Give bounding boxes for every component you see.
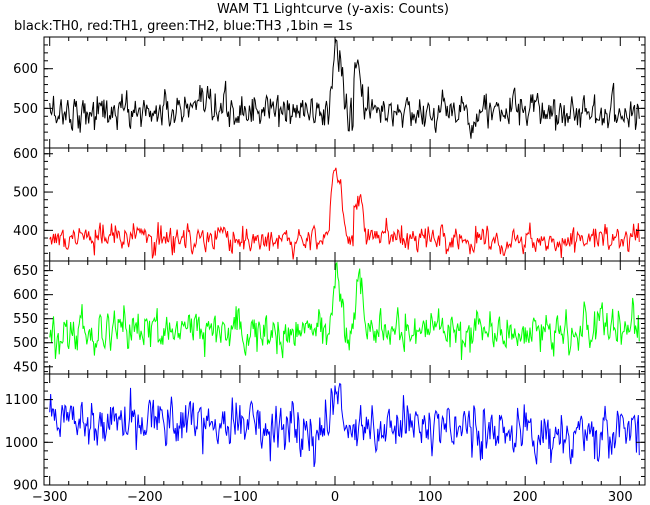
y-tick-label: 450	[13, 360, 38, 375]
series-line-th1	[49, 167, 640, 260]
panel-frame	[43, 260, 646, 375]
y-tick-label: 500	[13, 336, 38, 351]
y-tick-label: 600	[13, 147, 38, 162]
y-tick-label: 650	[13, 264, 38, 279]
y-tick-label: 600	[13, 288, 38, 303]
series-line-th2	[49, 261, 640, 361]
panels-group: 500 600 400 500 600 450 500 550 600 650 900 1000 110…	[5, 36, 646, 494]
x-tick-label: −300	[32, 490, 68, 505]
panel-frame	[43, 36, 646, 149]
y-tick-label: 400	[13, 224, 38, 239]
y-tick-label: 500	[13, 186, 38, 201]
x-tick-label: 200	[513, 490, 538, 505]
x-tick-label: 0	[331, 490, 339, 505]
y-tick-label: 550	[13, 312, 38, 327]
panel-th3: 900 1000 1100	[5, 373, 646, 494]
series-line-th3	[49, 382, 640, 468]
x-axis: −300 −200 −100 0 100 200 300	[32, 490, 633, 505]
x-tick-label: 100	[418, 490, 443, 505]
panel-frame	[43, 373, 646, 486]
chart-subtitle: black:TH0, red:TH1, green:TH2, blue:TH3 …	[14, 19, 353, 34]
y-tick-label: 900	[13, 479, 38, 494]
x-tick-label: −100	[222, 490, 258, 505]
panel-th1: 400 500 600	[13, 147, 646, 262]
y-tick-label: 600	[13, 62, 38, 77]
y-tick-label: 1000	[5, 436, 38, 451]
chart-title: WAM T1 Lightcurve (y-axis: Counts)	[217, 2, 449, 17]
y-tick-label: 1100	[5, 393, 38, 408]
panel-th2: 450 500 550 600 650	[13, 260, 646, 375]
y-tick-label: 500	[13, 102, 38, 117]
x-tick-label: 300	[608, 490, 633, 505]
panel-th0: 500 600	[13, 36, 646, 149]
x-tick-label: −200	[127, 490, 163, 505]
panel-frame	[43, 147, 646, 262]
series-line-th0	[49, 38, 640, 139]
